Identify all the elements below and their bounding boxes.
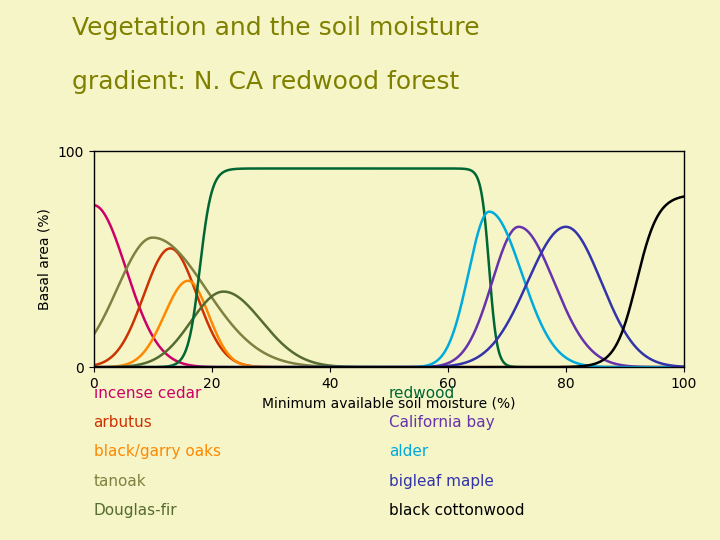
- X-axis label: Minimum available soil moisture (%): Minimum available soil moisture (%): [262, 396, 516, 410]
- Y-axis label: Basal area (%): Basal area (%): [38, 208, 52, 310]
- Text: Vegetation and the soil moisture: Vegetation and the soil moisture: [72, 16, 480, 40]
- Text: tanoak: tanoak: [94, 474, 146, 489]
- Text: arbutus: arbutus: [94, 415, 153, 430]
- Text: alder: alder: [389, 444, 428, 460]
- Text: gradient: N. CA redwood forest: gradient: N. CA redwood forest: [72, 70, 459, 94]
- Text: incense cedar: incense cedar: [94, 386, 201, 401]
- Text: black/garry oaks: black/garry oaks: [94, 444, 220, 460]
- Text: redwood: redwood: [389, 386, 455, 401]
- Text: black cottonwood: black cottonwood: [389, 503, 524, 518]
- Text: bigleaf maple: bigleaf maple: [389, 474, 494, 489]
- Text: California bay: California bay: [389, 415, 495, 430]
- Text: Douglas-fir: Douglas-fir: [94, 503, 177, 518]
